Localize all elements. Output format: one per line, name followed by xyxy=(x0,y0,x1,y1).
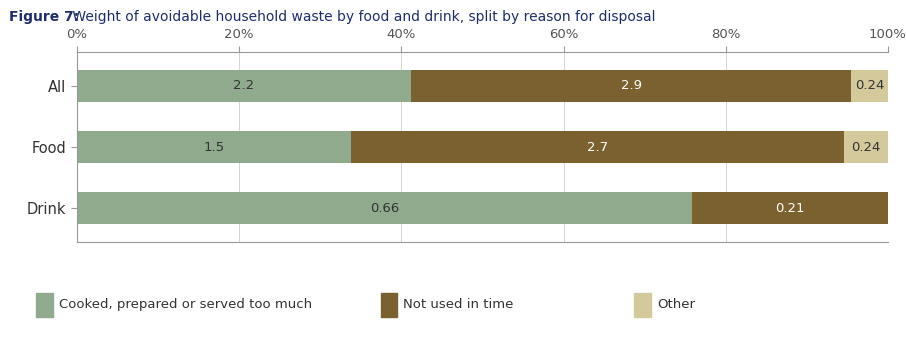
Bar xyxy=(844,131,888,163)
Bar xyxy=(77,70,411,102)
Text: Not used in time: Not used in time xyxy=(403,298,514,311)
Text: Other: Other xyxy=(657,298,695,311)
Bar xyxy=(692,192,888,225)
Bar xyxy=(411,70,852,102)
Bar xyxy=(351,131,844,163)
Bar xyxy=(634,293,651,317)
Bar xyxy=(852,70,888,102)
Text: 2.9: 2.9 xyxy=(621,79,641,92)
Text: 2.2: 2.2 xyxy=(234,79,255,92)
Text: 0.24: 0.24 xyxy=(855,79,884,92)
Bar xyxy=(36,293,53,317)
Text: 0.24: 0.24 xyxy=(852,140,881,154)
Text: 0.21: 0.21 xyxy=(776,202,805,215)
Text: 0.66: 0.66 xyxy=(370,202,400,215)
Bar xyxy=(77,192,692,225)
Text: Weight of avoidable household waste by food and drink, split by reason for dispo: Weight of avoidable household waste by f… xyxy=(68,10,655,24)
Bar xyxy=(77,131,351,163)
Text: 2.7: 2.7 xyxy=(587,140,608,154)
Text: Cooked, prepared or served too much: Cooked, prepared or served too much xyxy=(59,298,312,311)
Bar xyxy=(381,293,397,317)
Text: Figure 7:: Figure 7: xyxy=(9,10,80,24)
Text: 1.5: 1.5 xyxy=(204,140,225,154)
